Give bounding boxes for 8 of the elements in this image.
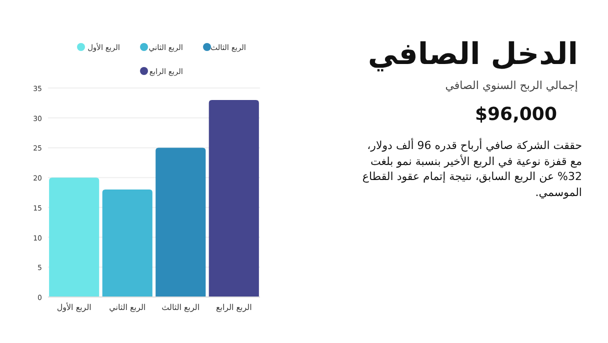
text: الدخل الصافي	[368, 37, 578, 72]
x-tick-label: الربع الرابع	[216, 303, 252, 312]
x-tick-label: الربع الأول	[56, 302, 92, 312]
x-tick-label: الربع الثاني	[109, 303, 146, 312]
x-tick-label: الربع الثالث	[162, 303, 200, 312]
text: $96,000	[475, 104, 557, 125]
text: إجمالي الربح السنوي الصافي	[445, 79, 578, 92]
text: حققت الشركة صافي أرباح قدره 96 ألف دولار، مع قفزة نوعية في الربع الأخير بنسبة نمو بلغت 32% عن الربع السابق، نتيجة إتمام عقود القطاع الموسمي.	[361, 138, 582, 200]
